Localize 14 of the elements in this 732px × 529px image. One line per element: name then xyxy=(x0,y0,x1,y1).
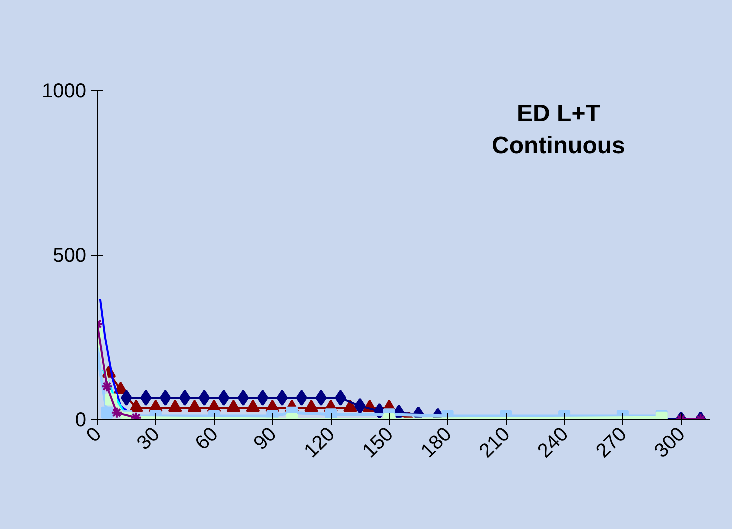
text: ED L+T Continuous xyxy=(492,100,626,160)
x-tick-label: 240 xyxy=(534,423,574,463)
x-tick-label: 30 xyxy=(133,423,164,455)
x-tick-label: 90 xyxy=(250,423,282,455)
x-tick-label: 60 xyxy=(191,423,223,455)
x-tick-label: 120 xyxy=(300,423,340,463)
y-tick-label: 1000 xyxy=(42,80,87,102)
y-tick-label: 0 xyxy=(75,410,86,432)
x-tick-label: 180 xyxy=(417,423,456,463)
y-tick-label: 500 xyxy=(53,245,87,267)
x-tick-label: 300 xyxy=(650,423,690,463)
x-tick-label: 210 xyxy=(476,423,515,463)
x-tick-label: 270 xyxy=(592,423,632,463)
x-tick-label: 150 xyxy=(358,423,398,463)
